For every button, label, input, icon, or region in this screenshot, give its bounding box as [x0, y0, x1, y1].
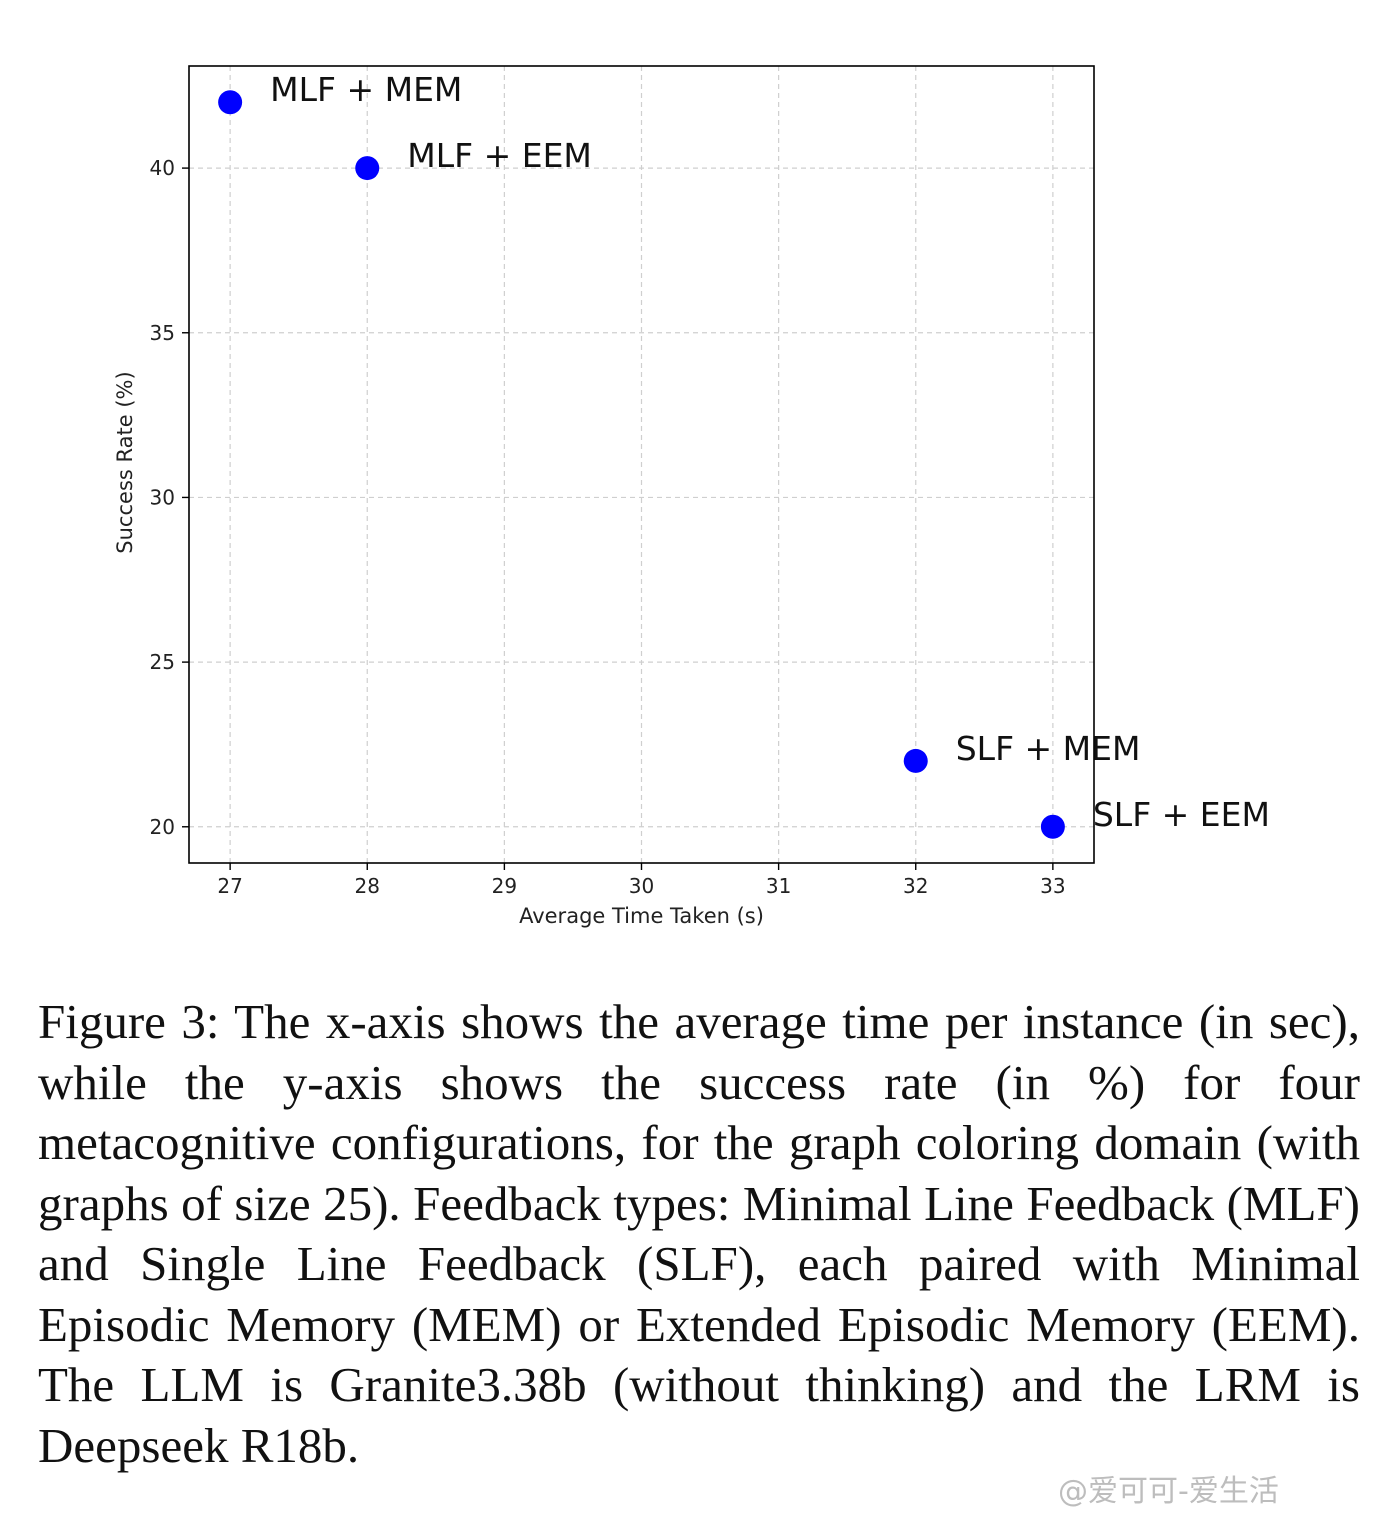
y-tick-label: 25: [150, 650, 175, 674]
y-axis-label: Success Rate (%): [113, 371, 137, 553]
point-label: SLF + EEM: [1093, 795, 1270, 834]
point-label: MLF + MEM: [270, 70, 462, 109]
x-tick-label: 30: [629, 874, 654, 898]
x-tick-label: 33: [1040, 874, 1065, 898]
y-tick-label: 40: [150, 156, 175, 180]
scatter-point: [355, 156, 380, 181]
x-tick-label: 29: [492, 874, 517, 898]
x-axis-label: Average Time Taken (s): [519, 904, 764, 928]
watermark: @爱可可-爱生活: [1058, 1474, 1279, 1509]
grid-lines: [189, 66, 1094, 863]
y-tick-label: 30: [150, 485, 175, 509]
scatter-point: [218, 90, 243, 115]
x-tick-label: 32: [903, 874, 928, 898]
point-label: MLF + EEM: [407, 136, 592, 175]
scatter-point: [903, 748, 928, 773]
figure-caption: Figure 3: The x-axis shows the average t…: [38, 994, 1360, 1473]
data-points: MLF + MEM MLF + EEM SLF + MEM SLF + EEM: [218, 70, 1270, 839]
scatter-point: [1040, 814, 1065, 839]
x-tick-label: 27: [217, 874, 242, 898]
point-label: SLF + MEM: [956, 729, 1141, 768]
x-tick-label: 31: [766, 874, 791, 898]
y-tick-label: 35: [150, 321, 175, 345]
x-tick-label: 28: [355, 874, 380, 898]
y-tick-label: 20: [150, 815, 175, 839]
axis-ticks: 27 28 29 30 31 32 33 20 25 30 35 40: [150, 156, 1066, 898]
